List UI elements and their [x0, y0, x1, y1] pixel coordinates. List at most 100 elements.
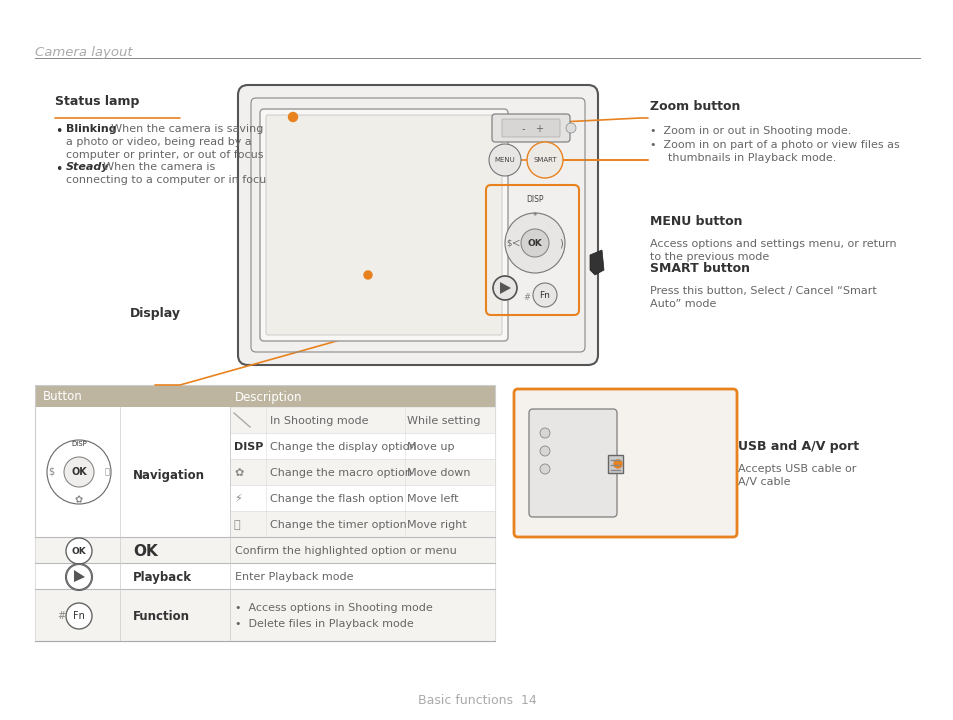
Text: Move right: Move right [407, 520, 466, 530]
Text: ✿: ✿ [75, 495, 83, 505]
Circle shape [565, 123, 576, 133]
Text: Blinking: Blinking [66, 124, 116, 134]
Bar [35, 537, 495, 563]
FancyBboxPatch shape [260, 109, 507, 341]
Circle shape [539, 428, 550, 438]
Text: •  Access options in Shooting mode: • Access options in Shooting mode [234, 603, 433, 613]
Polygon shape [499, 282, 511, 294]
Text: Enter Playback mode: Enter Playback mode [234, 572, 354, 582]
Text: Description: Description [234, 390, 302, 403]
Text: computer or printer, or out of focus: computer or printer, or out of focus [66, 150, 263, 160]
Text: Playback: Playback [132, 570, 192, 583]
Text: Fn: Fn [539, 290, 550, 300]
Text: SMART: SMART [533, 157, 557, 163]
Text: ⏱: ⏱ [105, 467, 110, 477]
Text: Camera layout: Camera layout [35, 46, 132, 59]
Text: SMART button: SMART button [649, 262, 749, 275]
Circle shape [539, 446, 550, 456]
Text: Display: Display [130, 307, 181, 320]
Circle shape [64, 457, 94, 487]
Bar [230, 407, 495, 433]
Text: Move up: Move up [407, 442, 454, 452]
Text: : When the camera is saving: : When the camera is saving [104, 124, 263, 134]
FancyBboxPatch shape [501, 119, 559, 137]
Text: Zoom button: Zoom button [649, 100, 740, 113]
Text: Function: Function [132, 610, 190, 623]
FancyBboxPatch shape [492, 114, 569, 142]
Text: Basic functions  14: Basic functions 14 [417, 693, 536, 706]
Text: •  Zoom in or out in Shooting mode.: • Zoom in or out in Shooting mode. [649, 126, 850, 136]
Circle shape [66, 538, 91, 564]
Text: Move left: Move left [407, 494, 458, 504]
Text: •: • [55, 163, 62, 176]
Polygon shape [74, 570, 85, 582]
Text: A/V cable: A/V cable [738, 477, 790, 487]
Text: Status lamp: Status lamp [55, 95, 139, 108]
Text: *: * [533, 212, 537, 222]
Text: Button: Button [43, 390, 83, 403]
Text: Fn: Fn [73, 611, 85, 621]
Circle shape [493, 276, 517, 300]
Text: OK: OK [71, 467, 87, 477]
Text: ⏱: ⏱ [233, 520, 240, 530]
Text: Change the timer option: Change the timer option [270, 520, 406, 530]
Polygon shape [589, 250, 603, 275]
Circle shape [47, 440, 111, 504]
Text: USB and A/V port: USB and A/V port [738, 440, 859, 453]
Circle shape [504, 213, 564, 273]
Text: Press this button, Select / Cancel “Smart: Press this button, Select / Cancel “Smar… [649, 286, 876, 296]
Text: a photo or video, being read by a: a photo or video, being read by a [66, 137, 252, 147]
Text: #: # [523, 292, 530, 302]
Bar [35, 563, 495, 589]
FancyBboxPatch shape [266, 115, 501, 335]
Circle shape [539, 464, 550, 474]
Text: Change the macro option: Change the macro option [270, 468, 412, 478]
Text: Navigation: Navigation [132, 469, 205, 482]
Text: •  Delete files in Playback mode: • Delete files in Playback mode [234, 619, 414, 629]
Bar [230, 433, 495, 459]
Text: Auto” mode: Auto” mode [649, 299, 716, 309]
Bar [230, 459, 495, 485]
Text: Confirm the highlighted option or menu: Confirm the highlighted option or menu [234, 546, 456, 556]
Circle shape [364, 271, 372, 279]
FancyBboxPatch shape [237, 85, 598, 365]
Bar [35, 589, 495, 641]
Text: : When the camera is: : When the camera is [96, 162, 215, 172]
Text: MENU: MENU [494, 157, 515, 163]
Text: OK: OK [71, 546, 87, 556]
Bar [35, 385, 495, 641]
Bar [230, 511, 495, 537]
Bar [35, 385, 495, 407]
Text: OK: OK [132, 544, 157, 559]
Text: DISP: DISP [71, 441, 87, 447]
Text: Accepts USB cable or: Accepts USB cable or [738, 464, 856, 474]
Circle shape [288, 112, 297, 122]
Text: +: + [535, 124, 542, 134]
FancyBboxPatch shape [514, 389, 737, 537]
Text: OK: OK [527, 238, 542, 248]
Text: Change the flash option: Change the flash option [270, 494, 403, 504]
Bar [607, 455, 622, 473]
Circle shape [614, 460, 621, 468]
Text: $: $ [506, 238, 511, 248]
Circle shape [526, 142, 562, 178]
Bar [230, 485, 495, 511]
Text: ): ) [558, 238, 562, 248]
Circle shape [520, 229, 548, 257]
Text: DISP: DISP [233, 442, 263, 452]
Text: thumbnails in Playback mode.: thumbnails in Playback mode. [667, 153, 836, 163]
Text: #: # [57, 611, 65, 621]
Text: Steady: Steady [66, 162, 110, 172]
Text: In Shooting mode: In Shooting mode [270, 416, 368, 426]
Text: to the previous mode: to the previous mode [649, 252, 768, 262]
Text: •  Zoom in on part of a photo or view files as: • Zoom in on part of a photo or view fil… [649, 140, 899, 150]
FancyBboxPatch shape [529, 409, 617, 517]
Text: ✿: ✿ [233, 468, 243, 478]
Circle shape [66, 564, 91, 590]
Circle shape [66, 603, 91, 629]
Text: connecting to a computer or in focus: connecting to a computer or in focus [66, 175, 272, 185]
Text: Access options and settings menu, or return: Access options and settings menu, or ret… [649, 239, 896, 249]
Text: Move down: Move down [407, 468, 470, 478]
Text: •: • [55, 125, 62, 138]
Text: -: - [520, 124, 524, 134]
